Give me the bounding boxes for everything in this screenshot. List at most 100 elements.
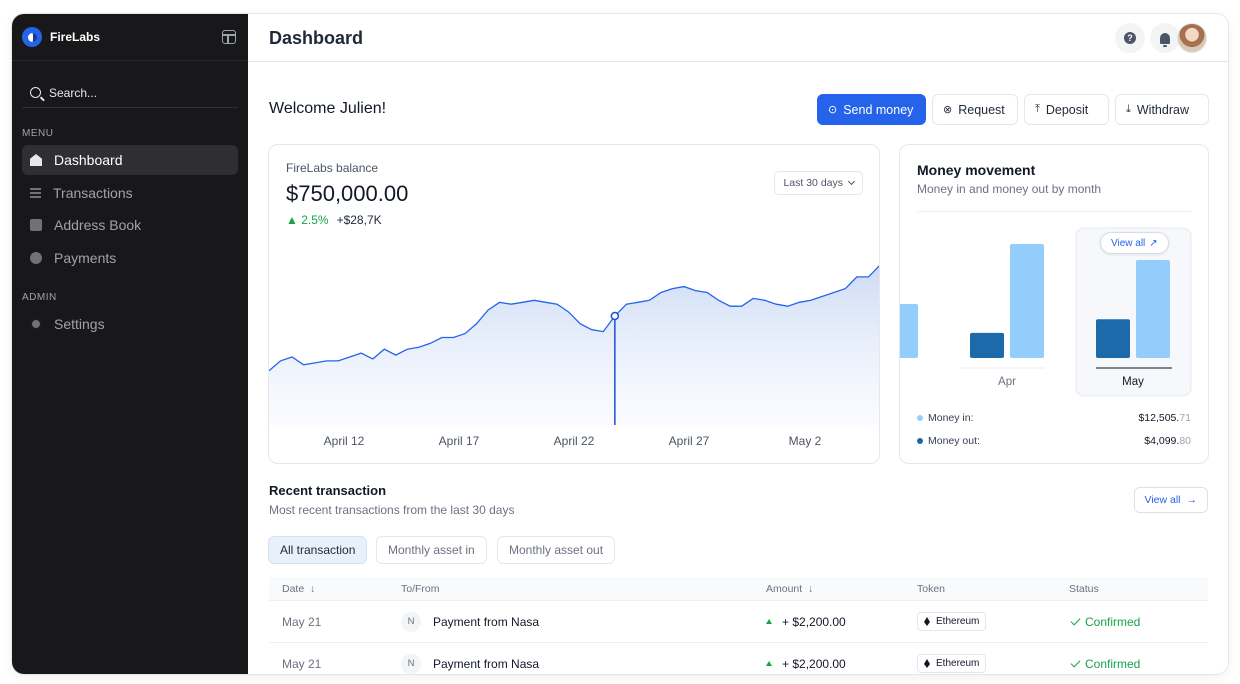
list-icon: [30, 188, 41, 198]
recent-transactions-subtitle: Most recent transactions from the last 3…: [269, 503, 515, 517]
recent-transactions-title: Recent transaction: [269, 483, 387, 498]
view-all-transactions-button[interactable]: View all →: [1133, 487, 1208, 513]
bar-money-in: [1010, 244, 1044, 358]
search-icon: [30, 87, 41, 98]
arrow-up-icon: [766, 619, 772, 624]
money-out-cents: 80: [1179, 435, 1191, 447]
admin-section-label: ADMIN: [22, 292, 57, 303]
money-in-cents: 71: [1179, 412, 1191, 424]
money-out-legend: Money out: $4,099.80: [917, 435, 1191, 447]
row-date: May 21: [282, 656, 322, 671]
sidebar-item-label: Address Book: [54, 217, 142, 233]
withdraw-label: Withdraw: [1136, 102, 1189, 117]
balance-change-pct: ▲ 2.5%: [286, 213, 329, 227]
token-badge: Ethereum: [917, 612, 987, 631]
x-tick-label: April 17: [439, 434, 480, 448]
column-amount[interactable]: Amount ↓: [766, 577, 813, 600]
money-out-label: Money out:: [928, 435, 980, 447]
sidebar-item-settings[interactable]: Settings: [22, 309, 238, 339]
bar-money-out: [970, 332, 1004, 358]
status-text: Confirmed: [1085, 656, 1141, 671]
sort-down-icon: ↓: [808, 582, 814, 595]
sidebar-item-label: Dashboard: [54, 152, 123, 168]
bell-icon: [1160, 32, 1170, 47]
sidebar-item-label: Settings: [54, 316, 105, 332]
sidebar-item-address-book[interactable]: Address Book: [22, 210, 238, 240]
counterparty-name: Payment from Nasa: [433, 656, 540, 671]
bar-money-in-partial: [900, 304, 918, 358]
sidebar-item-transactions[interactable]: Transactions: [22, 178, 238, 208]
sidebar-toggle-icon[interactable]: [222, 30, 236, 44]
table-header: Date ↓ To/From Amount ↓ Token Status: [269, 577, 1208, 601]
column-token: Token: [917, 582, 946, 595]
help-button[interactable]: ?: [1115, 23, 1145, 53]
table-row[interactable]: May 21 N Payment from Nasa + $2,200.00 E…: [269, 643, 1208, 674]
filter-all-transactions[interactable]: All transaction: [268, 536, 368, 564]
column-date[interactable]: Date ↓: [282, 577, 315, 600]
table-row[interactable]: May 21 N Payment from Nasa + $2,200.00 E…: [269, 601, 1208, 643]
search-input[interactable]: Search...: [22, 78, 238, 108]
token-badge: Ethereum: [917, 654, 987, 673]
token-name: Ethereum: [936, 658, 980, 669]
brand[interactable]: FireLabs: [22, 27, 100, 47]
book-icon: [30, 219, 42, 231]
money-movement-card: Money movement Money in and money out by…: [899, 144, 1209, 464]
column-amount-label: Amount: [766, 582, 803, 595]
row-amount: + $2,200.00: [766, 601, 846, 642]
row-amount: + $2,200.00: [766, 643, 846, 674]
deposit-label: Deposit: [1045, 102, 1089, 117]
money-in-legend: Money in: $12,505.71: [917, 412, 1191, 424]
firelabs-logo-icon: [22, 27, 42, 47]
brand-name: FireLabs: [50, 30, 101, 44]
row-token: Ethereum: [917, 643, 987, 674]
counterparty-avatar: N: [401, 611, 421, 632]
row-date: May 21: [282, 614, 322, 629]
request-label: Request: [958, 102, 1005, 117]
date-range-select[interactable]: Last 30 days: [774, 171, 863, 195]
sidebar-divider: [12, 60, 248, 61]
avatar[interactable]: [1177, 23, 1207, 53]
filter-monthly-asset-in[interactable]: Monthly asset in: [376, 536, 487, 564]
ethereum-icon: [924, 617, 930, 626]
row-status: Confirmed: [1070, 601, 1140, 642]
money-out-value: $4,099.80: [1144, 435, 1191, 447]
change-pct-value: 2.5%: [301, 213, 329, 227]
money-in-value: $12,505.71: [1138, 412, 1191, 424]
x-tick-label: April 27: [669, 434, 710, 448]
arrow-right-icon: →: [1186, 494, 1198, 506]
help-icon: ?: [1124, 32, 1136, 44]
menu-section-label: MENU: [22, 128, 54, 139]
sidebar-item-label: Transactions: [53, 185, 133, 201]
money-movement-subtitle: Money in and money out by month: [917, 182, 1102, 196]
counterparty-name: Payment from Nasa: [433, 614, 540, 629]
month-label: Apr: [998, 376, 1016, 388]
filter-monthly-asset-out[interactable]: Monthly asset out: [497, 536, 616, 564]
column-to-from: To/From: [401, 582, 440, 595]
deposit-button[interactable]: ⤒ Deposit: [1024, 94, 1109, 125]
bar-money-in: [1136, 259, 1170, 358]
balance-line-chart[interactable]: April 12 April 17 April 22 April 27 May 2: [269, 235, 880, 464]
x-tick-label: May 2: [789, 434, 822, 448]
welcome-heading: Welcome Julien!: [269, 100, 387, 117]
request-icon: ⊗: [943, 104, 953, 116]
send-icon: ⊙: [828, 104, 838, 116]
request-button[interactable]: ⊗ Request: [932, 94, 1018, 125]
money-movement-bar-chart[interactable]: Apr May: [900, 215, 1209, 400]
notifications-button[interactable]: [1150, 23, 1180, 53]
sidebar-item-payments[interactable]: Payments: [22, 243, 238, 273]
column-date-label: Date: [282, 582, 305, 595]
money-in-label: Money in:: [928, 412, 974, 424]
send-money-button[interactable]: ⊙ Send money: [817, 94, 926, 125]
balance-line: [269, 265, 879, 372]
date-range-value: Last 30 days: [783, 177, 843, 189]
money-movement-title: Money movement: [917, 162, 1036, 178]
search-placeholder: Search...: [49, 85, 98, 100]
view-all-label: View all: [1111, 237, 1146, 249]
sidebar-item-dashboard[interactable]: Dashboard: [22, 145, 238, 175]
token-name: Ethereum: [936, 616, 980, 627]
view-all-month-button[interactable]: View all ↗: [1100, 232, 1169, 254]
withdraw-button[interactable]: ⤓ Withdraw: [1115, 94, 1209, 125]
chevron-down-icon: [847, 177, 856, 186]
download-icon: ⤓: [1126, 103, 1131, 115]
arrow-up-icon: [766, 661, 772, 666]
